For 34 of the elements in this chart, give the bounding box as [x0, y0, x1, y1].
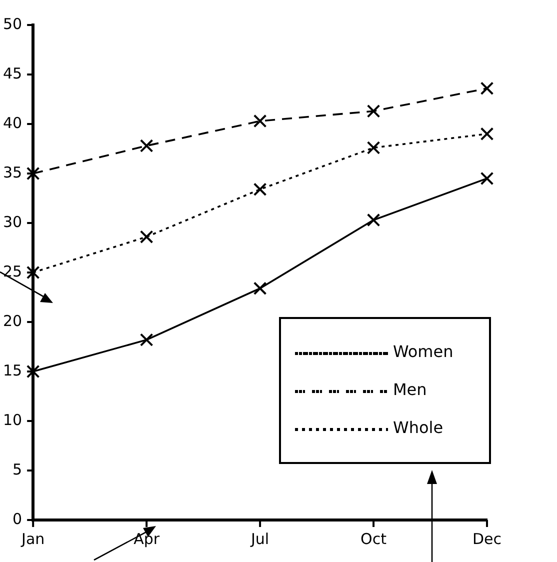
x-tick-label: Apr [134, 530, 160, 548]
point [480, 127, 494, 141]
x-tick-label: Jan [20, 530, 45, 548]
y-tick-label: 20 [2, 312, 22, 330]
y-tick-label: 50 [2, 14, 22, 33]
y-tick-label: 5 [12, 460, 22, 478]
point [366, 141, 380, 154]
point [140, 139, 154, 152]
y-tick-label: 10 [2, 410, 22, 429]
y-tick-label: 25 [2, 262, 22, 280]
x-tick-label: Oct [360, 530, 387, 548]
y-tick-label: 30 [2, 212, 22, 231]
y-tick-label: 35 [2, 163, 22, 182]
y-tick-label: 45 [2, 64, 22, 82]
legend-label: Women [393, 342, 454, 362]
point [366, 104, 380, 118]
legend-label: Men [393, 380, 427, 400]
point [366, 213, 380, 227]
point [26, 364, 40, 378]
legend-label: Whole [393, 418, 444, 438]
y-tick-label: 0 [12, 510, 22, 528]
x-tick-label: Jul [250, 530, 270, 548]
point [480, 82, 494, 96]
y-tick-label: 15 [2, 361, 22, 380]
point [26, 166, 40, 180]
point [26, 266, 40, 280]
point [253, 182, 267, 196]
point [140, 333, 154, 346]
point [480, 172, 494, 186]
x-tick-label: Dec [472, 530, 502, 548]
point [253, 282, 267, 295]
point [253, 114, 267, 128]
y-tick-label: 40 [2, 114, 22, 132]
point [140, 230, 154, 244]
